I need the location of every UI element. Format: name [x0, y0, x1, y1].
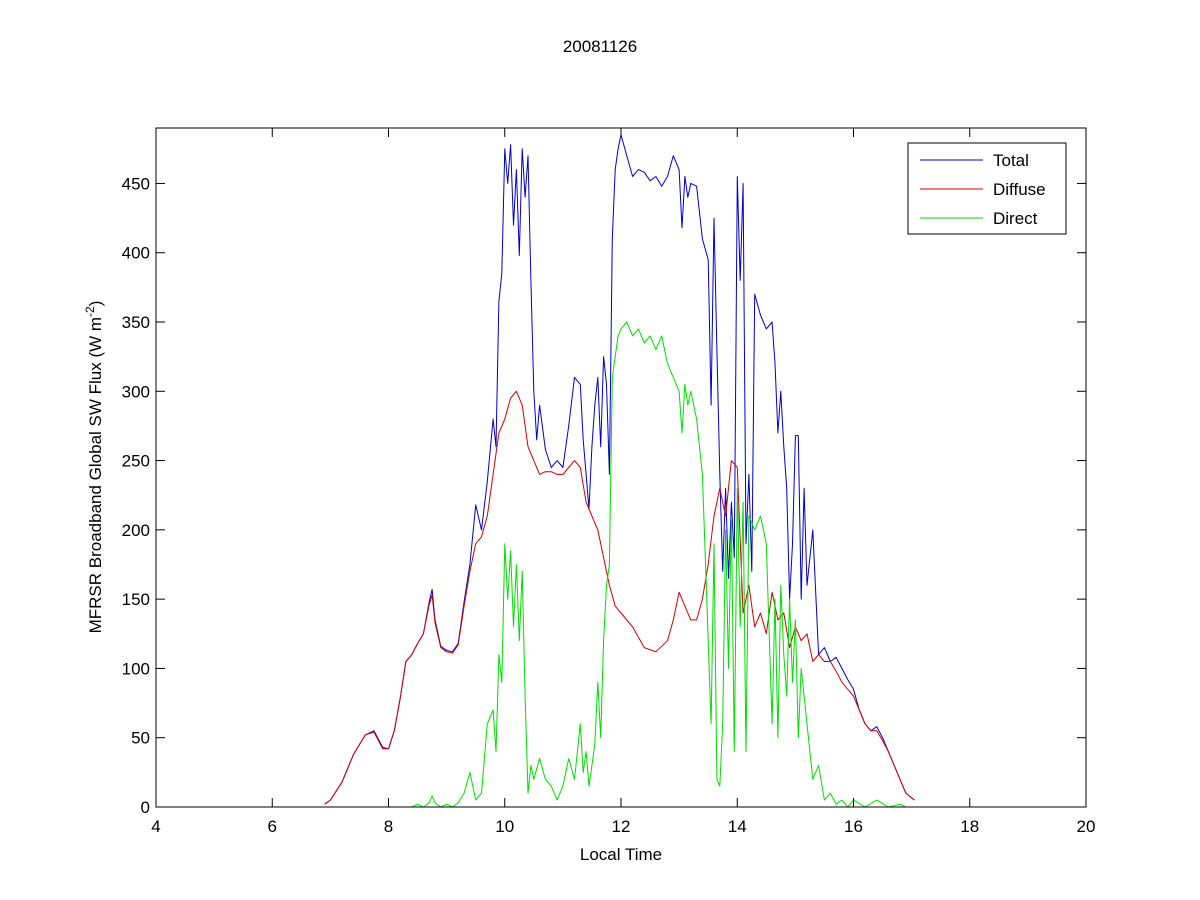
y-axis-label-superscript: -2: [83, 306, 97, 317]
x-tick-label: 4: [151, 817, 160, 836]
x-tick-label: 16: [844, 817, 863, 836]
chart-title: 20081126: [563, 37, 637, 56]
plot-area: [156, 128, 1086, 807]
x-tick-label: 6: [268, 817, 277, 836]
y-axis-label: MFRSR Broadband Global SW Flux (W m-2): [83, 301, 105, 634]
x-tick-label: 8: [384, 817, 393, 836]
series-line-total: [324, 134, 915, 805]
y-tick-label: 400: [122, 244, 150, 263]
legend: Total Diffuse Direct: [907, 142, 1067, 235]
y-axis-label-main: MFRSR Broadband Global SW Flux (W m: [86, 317, 105, 633]
y-tick-label: 150: [122, 590, 150, 609]
x-axis-label: Local Time: [580, 845, 662, 864]
legend-label-direct: Direct: [993, 209, 1038, 228]
y-tick-label: 0: [141, 798, 150, 817]
y-axis-ticks: 0 50 100 150 200 250 300 350 400 450: [122, 174, 1086, 817]
y-tick-label: 100: [122, 659, 150, 678]
y-tick-label: 450: [122, 174, 150, 193]
y-tick-label: 300: [122, 382, 150, 401]
x-tick-label: 14: [728, 817, 747, 836]
legend-label-total: Total: [993, 151, 1029, 170]
y-axis-label-close: ): [86, 301, 105, 307]
series-line-direct: [324, 321, 907, 808]
x-tick-label: 10: [495, 817, 514, 836]
series-layer: [324, 134, 915, 808]
x-tick-label: 20: [1077, 817, 1096, 836]
x-axis-ticks: 4 6 8 10 12 14 16 18 20: [151, 128, 1095, 836]
y-tick-label: 200: [122, 521, 150, 540]
x-tick-label: 12: [612, 817, 631, 836]
legend-label-diffuse: Diffuse: [993, 180, 1046, 199]
y-tick-label: 250: [122, 452, 150, 471]
y-tick-label: 350: [122, 313, 150, 332]
series-line-diffuse: [324, 390, 915, 805]
y-tick-label: 50: [131, 729, 150, 748]
x-tick-label: 18: [960, 817, 979, 836]
